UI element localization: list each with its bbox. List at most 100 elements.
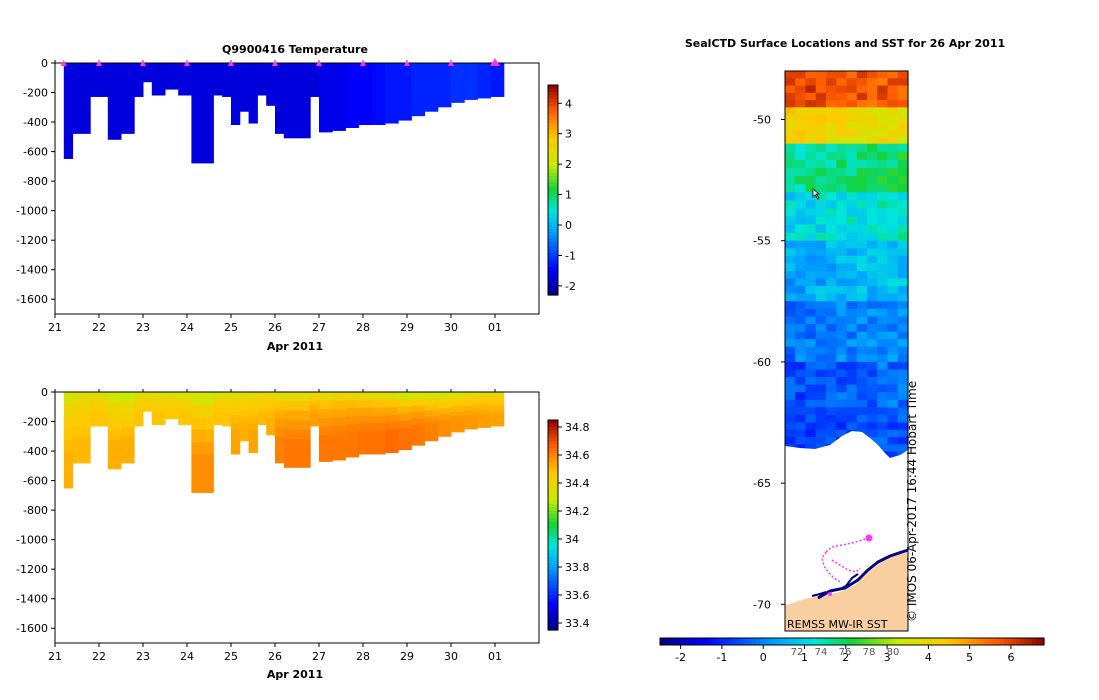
sst-cell — [815, 240, 827, 249]
profile-cell — [121, 454, 135, 464]
sst-cell — [805, 78, 817, 87]
sst-cell — [867, 71, 878, 79]
sst-cell — [836, 85, 848, 94]
profile-cell — [437, 419, 452, 426]
colorbar-step — [708, 638, 713, 645]
profile-cell — [371, 415, 386, 424]
sst-cell — [897, 224, 909, 234]
sst-cell — [867, 143, 878, 153]
surface-marker — [316, 60, 322, 66]
colorbar-step — [808, 638, 813, 645]
colorbar-step — [548, 277, 558, 282]
colorbar-step — [548, 207, 558, 212]
colorbar-step — [548, 239, 558, 244]
colorbar-tick-label: 6 — [1007, 651, 1014, 664]
sst-cell — [867, 255, 878, 265]
colorbar-step — [548, 256, 558, 261]
sst-cell — [815, 151, 827, 161]
sst-cell — [856, 78, 868, 87]
sst-cell — [815, 346, 827, 355]
sst-cell — [867, 114, 878, 123]
sst-cell — [887, 361, 899, 371]
sst-map-frame — [784, 70, 909, 632]
profile-cell — [178, 420, 192, 425]
sst-cell — [795, 78, 807, 87]
colorbar-step — [896, 638, 901, 645]
sst-cell — [815, 208, 827, 218]
sst-cell — [867, 78, 878, 87]
sst-cell — [805, 324, 817, 333]
colorbar-step — [948, 638, 953, 645]
colorbar-step — [868, 638, 873, 645]
sst-cell — [897, 208, 909, 218]
profile-cell — [319, 418, 333, 428]
colorbar-step — [812, 638, 817, 645]
sst-cell — [887, 240, 899, 249]
profile-cell — [63, 427, 74, 441]
profile-cell — [191, 417, 206, 431]
sst-cell — [877, 121, 889, 130]
sst-cell — [867, 248, 878, 257]
coastline-inlet — [837, 573, 859, 591]
sst-cell — [846, 176, 858, 185]
colorbar-step — [772, 638, 777, 645]
sst-cell — [836, 71, 848, 79]
profile-cell — [191, 479, 206, 493]
sst-cell — [887, 71, 899, 79]
sst-cell — [846, 339, 858, 348]
profile-cell — [134, 408, 144, 414]
sst-cell — [785, 346, 796, 355]
profile-cell — [490, 413, 505, 418]
sst-cell — [785, 121, 796, 130]
sst-cell — [856, 308, 868, 318]
colorbar-step — [968, 638, 973, 645]
colorbar-step — [840, 638, 845, 645]
sst-cell — [826, 240, 837, 249]
profile-cell — [178, 404, 192, 409]
sst-cell — [897, 184, 909, 193]
sst-cell — [867, 308, 878, 318]
sst-cell — [887, 354, 899, 363]
sst-cell — [836, 361, 848, 371]
profile-cell — [266, 413, 276, 420]
sst-cell — [887, 121, 899, 130]
colorbar-step — [548, 274, 558, 279]
salinity-profiles — [63, 392, 505, 493]
colorbar-tick-label: 33.4 — [565, 617, 590, 630]
sst-cell — [867, 85, 878, 94]
profile-cell — [63, 63, 74, 159]
sst-cell — [867, 316, 878, 325]
temperature-plot-frame — [54, 62, 540, 315]
profile-cell — [231, 407, 241, 416]
sst-cell — [897, 200, 909, 209]
sst-cell — [856, 339, 868, 348]
profile-cell — [266, 408, 276, 414]
sst-cell — [836, 248, 848, 257]
colorbar-step — [548, 109, 558, 114]
sst-cell — [805, 176, 817, 185]
sst-cell — [836, 377, 848, 386]
colorbar-step — [548, 165, 558, 170]
sst-cell — [815, 278, 827, 287]
sst-cell — [897, 377, 909, 386]
sst-cell — [887, 192, 899, 201]
sst-cell — [795, 324, 807, 333]
colorbar-step — [548, 427, 558, 432]
profile-cell — [107, 411, 122, 422]
profile-cell — [385, 399, 399, 408]
colorbar-step — [760, 638, 765, 645]
colorbar-step — [884, 638, 889, 645]
colorbar-step — [992, 638, 997, 645]
sst-cell — [856, 331, 868, 340]
sst-cell — [856, 143, 868, 153]
colorbar-step — [548, 623, 558, 628]
sst-cell — [785, 114, 796, 123]
profile-cell — [121, 392, 135, 402]
sst-cell — [867, 176, 878, 185]
profile-cell — [275, 454, 285, 464]
sst-cell — [867, 167, 878, 177]
profile-cell — [319, 63, 333, 133]
sst-cell — [856, 216, 868, 226]
colorbar-step — [876, 638, 881, 645]
sst-cell — [795, 308, 807, 318]
